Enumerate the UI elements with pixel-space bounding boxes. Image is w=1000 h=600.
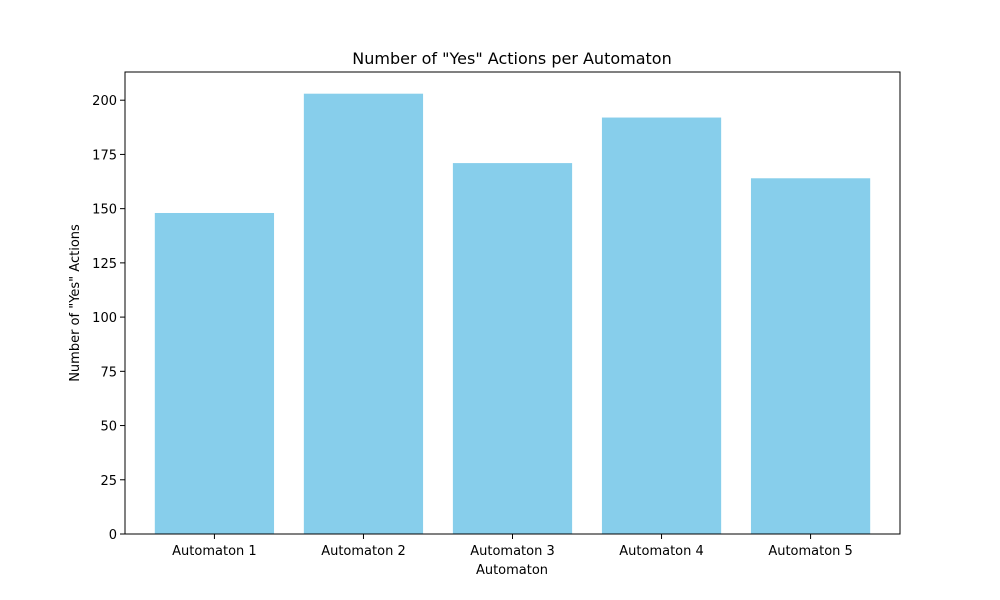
x-axis-ticks: Automaton 1 Automaton 2 Automaton 3 Automat… [172, 534, 853, 559]
x-axis-label: Automaton [476, 563, 548, 578]
y-tick-label: 150 [92, 203, 117, 218]
x-tick-label: Automaton 4 [619, 544, 704, 559]
chart-title: Number of "Yes" Actions per Automaton [352, 49, 671, 68]
bars-layer [154, 93, 871, 535]
bar-1 [154, 212, 275, 535]
bar-2 [303, 93, 424, 535]
x-tick-label: Automaton 3 [470, 544, 555, 559]
bar-3 [452, 163, 573, 535]
y-tick-label: 200 [92, 94, 117, 109]
y-tick-label: 25 [100, 474, 117, 489]
x-tick-label: Automaton 2 [321, 544, 406, 559]
y-tick-label: 75 [100, 365, 117, 380]
y-tick-label: 125 [92, 257, 117, 272]
y-tick-label: 50 [100, 420, 117, 435]
bar-5 [750, 178, 871, 535]
y-tick-label: 0 [109, 528, 117, 543]
y-tick-label: 100 [92, 311, 117, 326]
x-tick-label: Automaton 5 [768, 544, 853, 559]
y-tick-label: 175 [92, 148, 117, 163]
bar-4 [601, 117, 722, 535]
x-tick-label: Automaton 1 [172, 544, 257, 559]
y-axis-ticks: 0 25 50 75 100 125 150 175 200 [92, 94, 125, 543]
y-axis-label: Number of "Yes" Actions [68, 224, 83, 382]
